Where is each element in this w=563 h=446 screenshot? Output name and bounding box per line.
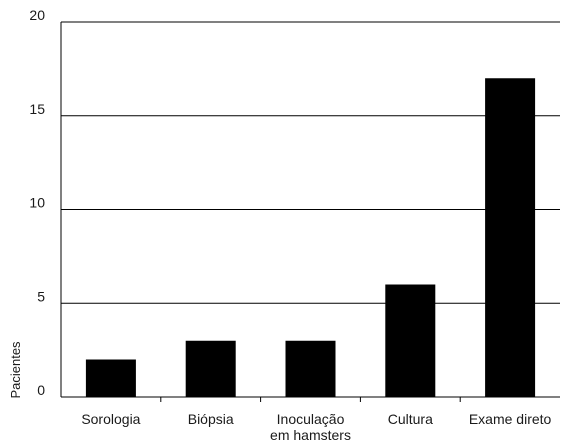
bar bbox=[285, 340, 336, 397]
y-tick-label: 10 bbox=[29, 195, 45, 211]
x-tick-label: Exame direto bbox=[469, 411, 552, 427]
y-tick-label: 15 bbox=[29, 101, 45, 117]
y-tick-label: 5 bbox=[37, 288, 45, 304]
bar bbox=[85, 359, 136, 397]
bar bbox=[385, 284, 436, 397]
gridlines bbox=[61, 21, 560, 304]
x-tick-label: Cultura bbox=[388, 411, 433, 427]
y-tick-label: 20 bbox=[29, 7, 45, 23]
bars bbox=[85, 78, 536, 397]
axes bbox=[60, 22, 560, 398]
x-tick-label: em hamsters bbox=[270, 427, 351, 443]
y-tick-label: 0 bbox=[37, 382, 45, 398]
bar bbox=[185, 340, 236, 397]
y-tick-labels: 0 5 10 15 20 bbox=[29, 7, 45, 398]
x-tick-label: Biópsia bbox=[188, 411, 234, 427]
bar bbox=[485, 78, 536, 397]
x-tick-label: Inoculação bbox=[277, 411, 345, 427]
y-axis-title: Pacientes bbox=[8, 341, 23, 399]
x-tick-label: Sorologia bbox=[81, 411, 140, 427]
